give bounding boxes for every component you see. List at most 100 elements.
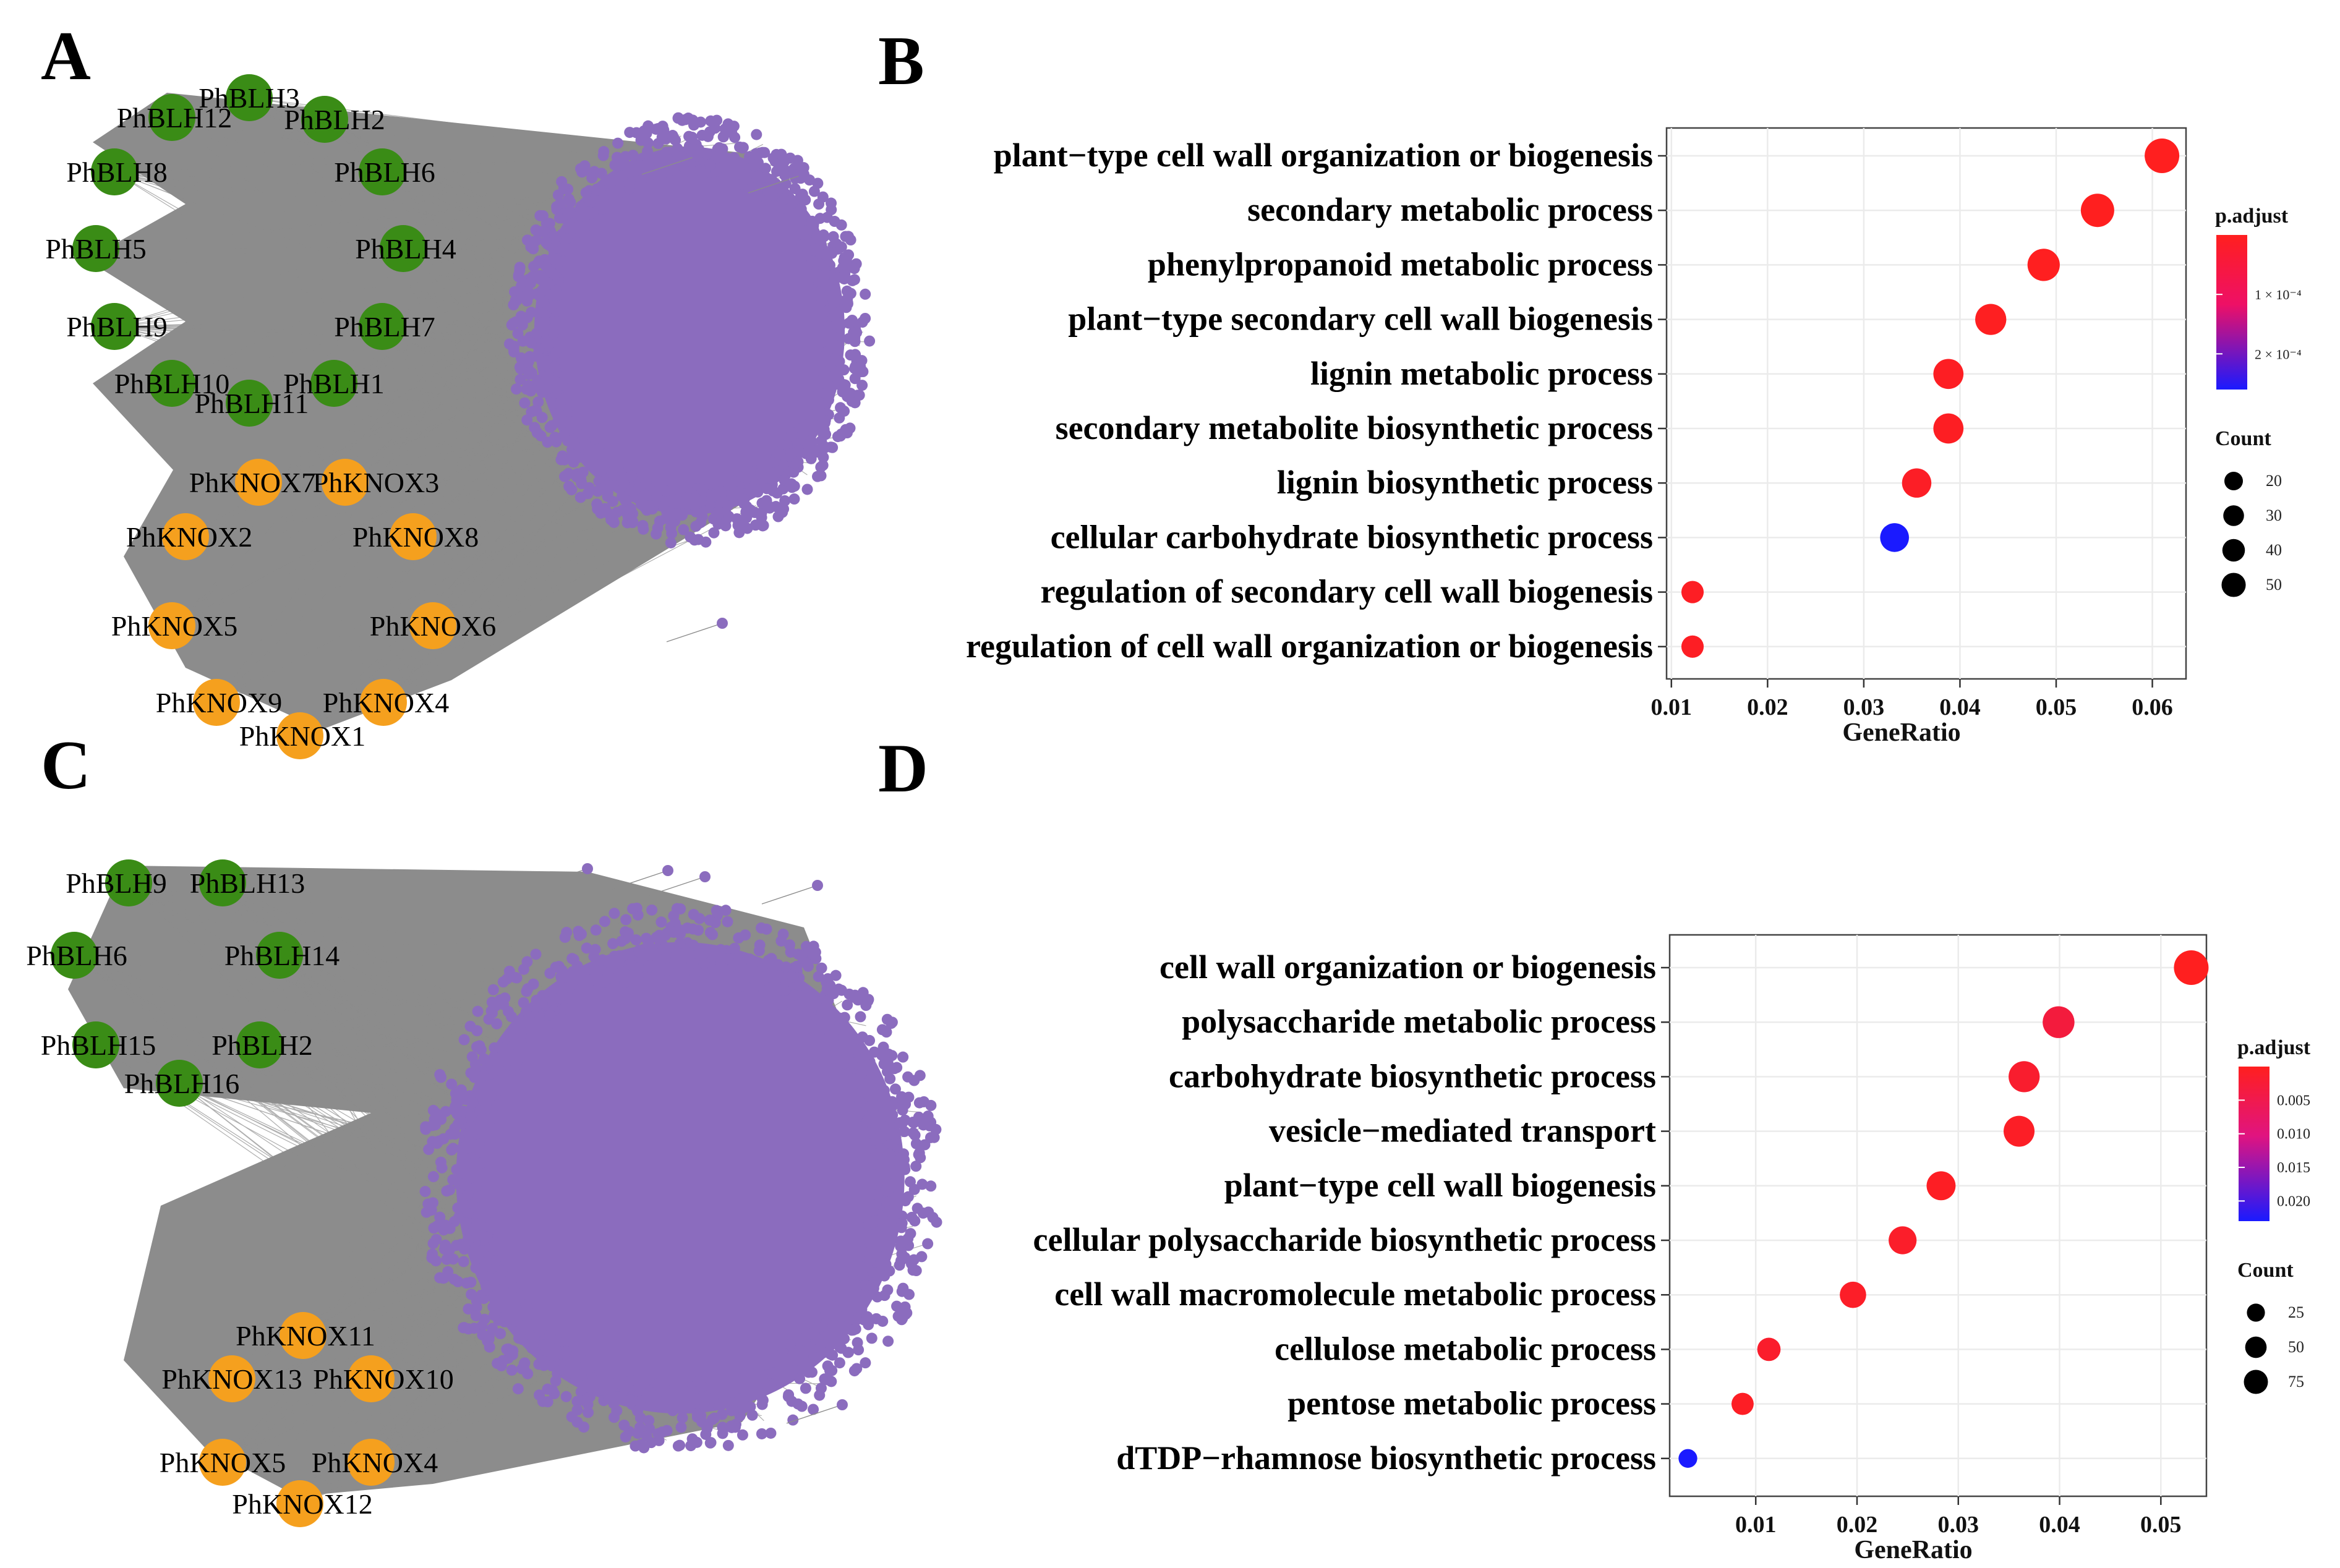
knox-node: [276, 1480, 323, 1527]
target-node: [897, 1051, 909, 1063]
knox-node-label: PhKNOX8: [352, 521, 479, 553]
target-node: [488, 1310, 500, 1321]
target-node: [756, 1428, 767, 1439]
target-node: [847, 315, 858, 327]
edge-line: [74, 955, 488, 1032]
target-node: [678, 524, 690, 535]
target-node: [491, 1018, 503, 1029]
target-node: [556, 965, 568, 976]
target-node: [809, 1023, 821, 1035]
target-node: [471, 1295, 482, 1307]
target-node: [558, 182, 570, 194]
blh-node-label: PhBLH8: [66, 156, 168, 188]
target-node: [715, 485, 727, 497]
target-node: [434, 1069, 446, 1081]
target-node: [515, 363, 527, 375]
edge-line: [222, 882, 470, 1162]
legend-size-title: Count: [2215, 427, 2271, 450]
target-node: [519, 397, 531, 409]
edge-line: [302, 1052, 471, 1336]
panel-label-c: C: [41, 727, 91, 804]
target-node: [813, 971, 824, 982]
target-node: [861, 1115, 873, 1127]
legend-colorbar-tick-label: 0.015: [2277, 1160, 2310, 1176]
blh-node: [72, 1021, 119, 1068]
target-node: [722, 916, 733, 927]
target-node: [572, 451, 584, 463]
edge-line: [531, 868, 588, 888]
target-node: [506, 1011, 518, 1023]
target-node: [696, 1381, 708, 1392]
x-tick-label: 0.03: [1938, 1512, 1979, 1538]
target-node: [659, 166, 670, 178]
edge-line: [114, 171, 602, 198]
plot-area: [1668, 934, 2208, 1498]
edge-line: [259, 1044, 505, 1081]
target-node: [523, 356, 534, 368]
target-node: [436, 1162, 448, 1174]
target-node: [762, 987, 774, 999]
knox-node-label: PhKNOX11: [236, 1320, 375, 1352]
target-node: [452, 1202, 464, 1214]
blh-node-label: PhBLH10: [114, 368, 230, 399]
target-node: [675, 1421, 687, 1433]
data-point: [2027, 249, 2060, 281]
target-node: [575, 1386, 587, 1398]
target-node: [753, 1363, 765, 1375]
target-node: [839, 405, 850, 417]
edge-line: [382, 326, 586, 437]
target-node: [808, 1404, 819, 1415]
target-nodes: [503, 112, 876, 548]
target-node: [685, 1440, 697, 1452]
target-node: [552, 416, 563, 428]
target-node: [816, 962, 827, 974]
target-node: [451, 1164, 463, 1175]
legend-size-dot: [2224, 471, 2244, 491]
target-node: [818, 451, 829, 463]
target-node: [854, 1096, 866, 1108]
target-node: [912, 1203, 923, 1214]
legend-size-label: 50: [2266, 576, 2282, 594]
target-node: [581, 942, 592, 954]
target-node: [856, 1031, 868, 1043]
target-node: [438, 1272, 450, 1284]
target-node: [767, 473, 779, 485]
target-node: [753, 1379, 764, 1391]
target-node: [756, 1399, 768, 1410]
edge-line: [114, 171, 572, 283]
target-node: [506, 1364, 518, 1376]
y-tick-label: polysaccharide metabolic process: [1182, 1003, 1656, 1040]
knox-node: [390, 513, 437, 560]
target-node: [677, 509, 688, 521]
target-node: [549, 268, 560, 280]
target-node: [505, 1031, 517, 1042]
blh-node-label: PhBLH14: [224, 940, 340, 971]
target-node: [773, 465, 785, 477]
target-node: [749, 519, 761, 531]
target-node: [851, 1314, 863, 1326]
target-node: [887, 1100, 899, 1112]
edge-line: [216, 463, 660, 703]
target-node: [449, 1128, 461, 1140]
target-node: [805, 435, 817, 446]
blh-node: [359, 303, 406, 350]
target-node: [744, 953, 756, 965]
target-node: [816, 269, 827, 281]
target-node: [655, 916, 667, 928]
target-node: [842, 999, 853, 1011]
target-node: [573, 926, 584, 937]
target-node: [615, 171, 626, 182]
target-node: [692, 150, 703, 161]
target-node: [508, 299, 519, 311]
target-node: [656, 1426, 668, 1438]
edge-line: [171, 117, 647, 513]
legend-size-title: Count: [2237, 1259, 2294, 1282]
blh-node-label: PhBLH7: [334, 311, 435, 343]
target-node: [808, 1352, 820, 1363]
data-point: [1975, 304, 2007, 335]
target-node: [474, 1105, 486, 1117]
target-node: [879, 1175, 890, 1187]
target-node: [618, 1419, 630, 1431]
blh-node: [72, 225, 119, 272]
target-node: [553, 992, 565, 1004]
